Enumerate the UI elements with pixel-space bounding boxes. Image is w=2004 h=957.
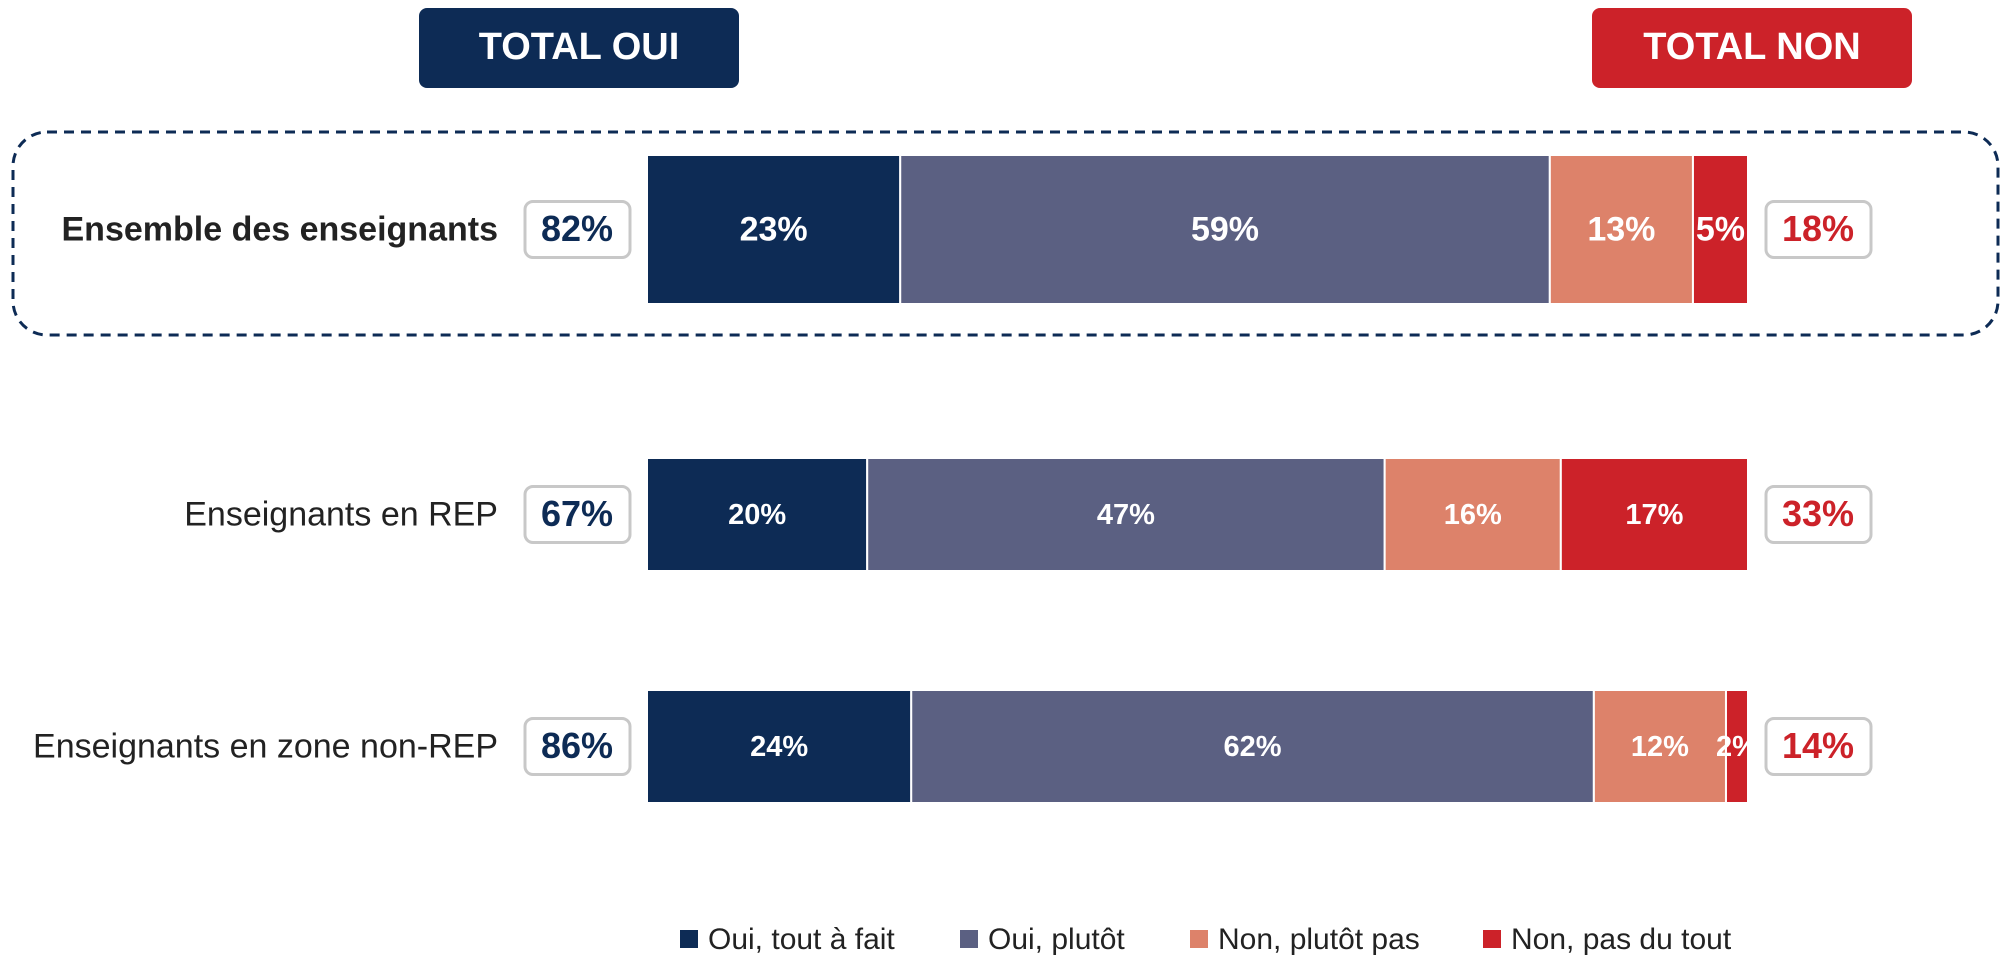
legend-label: Non, pas du tout [1511,923,1732,956]
total-label: 18% [1782,208,1854,249]
legend-label: Non, plutôt pas [1218,923,1420,956]
data-label: 20% [728,499,786,531]
bar-segment [646,457,869,572]
total-label: 86% [541,725,613,766]
bar-segment [866,457,1386,572]
total-box [1764,200,1873,259]
legend-swatch [1483,930,1501,948]
data-label: 62% [1224,731,1282,763]
total-header: TOTAL NON [1643,26,1860,68]
total-label: 67% [541,493,613,534]
highlight-frame [11,130,2000,337]
total-label: 14% [1782,725,1854,766]
bar-segment [1383,457,1562,572]
data-label: 59% [1191,210,1259,248]
data-label: 16% [1444,499,1502,531]
total-label: 82% [541,208,613,249]
category-label: Enseignants en REP [184,495,498,533]
data-label: 12% [1631,731,1689,763]
total-box [523,717,632,776]
legend-label: Oui, tout à fait [708,923,895,956]
legend-swatch [960,930,978,948]
total-box [1764,485,1873,544]
legend-label: Oui, plutôt [988,923,1125,956]
total-header-box [419,8,739,88]
total-label: 33% [1782,493,1854,534]
bar-segment [1548,154,1694,305]
total-header: TOTAL OUI [479,26,680,68]
bar-segment [1592,689,1727,804]
category-label: Enseignants en zone non-REP [33,727,498,765]
data-label: 17% [1625,499,1683,531]
bar-segment [646,154,902,305]
legend-swatch [680,930,698,948]
data-label: 24% [750,731,808,763]
total-box [523,485,632,544]
data-label: 47% [1097,499,1155,531]
category-label: Ensemble des enseignants [62,210,499,248]
total-box [1764,717,1873,776]
bar-segment [1724,689,1749,804]
bar-segment [910,689,1595,804]
data-label: 23% [740,210,808,248]
legend-swatch [1190,930,1208,948]
data-label: 5% [1696,210,1745,248]
data-label: 2% [1716,731,1758,763]
data-label: 13% [1587,210,1655,248]
total-header-box [1592,8,1912,88]
bar-segment [1691,154,1749,305]
bar-segment [1559,457,1749,572]
bar-segment [646,689,913,804]
total-box [523,200,632,259]
bar-segment [899,154,1551,305]
